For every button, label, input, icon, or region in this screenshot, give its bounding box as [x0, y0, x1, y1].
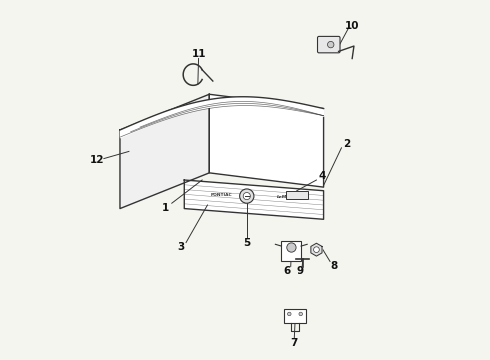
FancyBboxPatch shape — [318, 36, 340, 53]
Text: 10: 10 — [345, 21, 360, 31]
Text: 8: 8 — [331, 261, 338, 271]
Circle shape — [299, 312, 302, 316]
Text: 3: 3 — [178, 242, 185, 252]
Text: PONTIAC: PONTIAC — [211, 193, 233, 197]
Polygon shape — [311, 243, 322, 256]
Circle shape — [288, 312, 291, 316]
Text: 11: 11 — [192, 49, 206, 59]
Text: 4: 4 — [318, 171, 325, 181]
Bar — [281, 242, 301, 261]
Text: 6: 6 — [284, 266, 291, 276]
Circle shape — [314, 247, 319, 252]
Circle shape — [243, 193, 250, 200]
Polygon shape — [184, 180, 323, 219]
Polygon shape — [209, 94, 323, 187]
Text: 2: 2 — [343, 139, 350, 149]
Bar — [286, 192, 308, 199]
Polygon shape — [120, 94, 209, 208]
Bar — [284, 309, 306, 323]
Text: 7: 7 — [290, 338, 297, 348]
Text: 5: 5 — [243, 238, 250, 248]
Text: LeMans: LeMans — [277, 195, 295, 199]
Circle shape — [240, 189, 254, 203]
Circle shape — [287, 243, 296, 252]
Text: 9: 9 — [297, 266, 304, 276]
Circle shape — [327, 41, 334, 48]
Text: 1: 1 — [162, 203, 170, 213]
Text: 12: 12 — [90, 155, 104, 165]
